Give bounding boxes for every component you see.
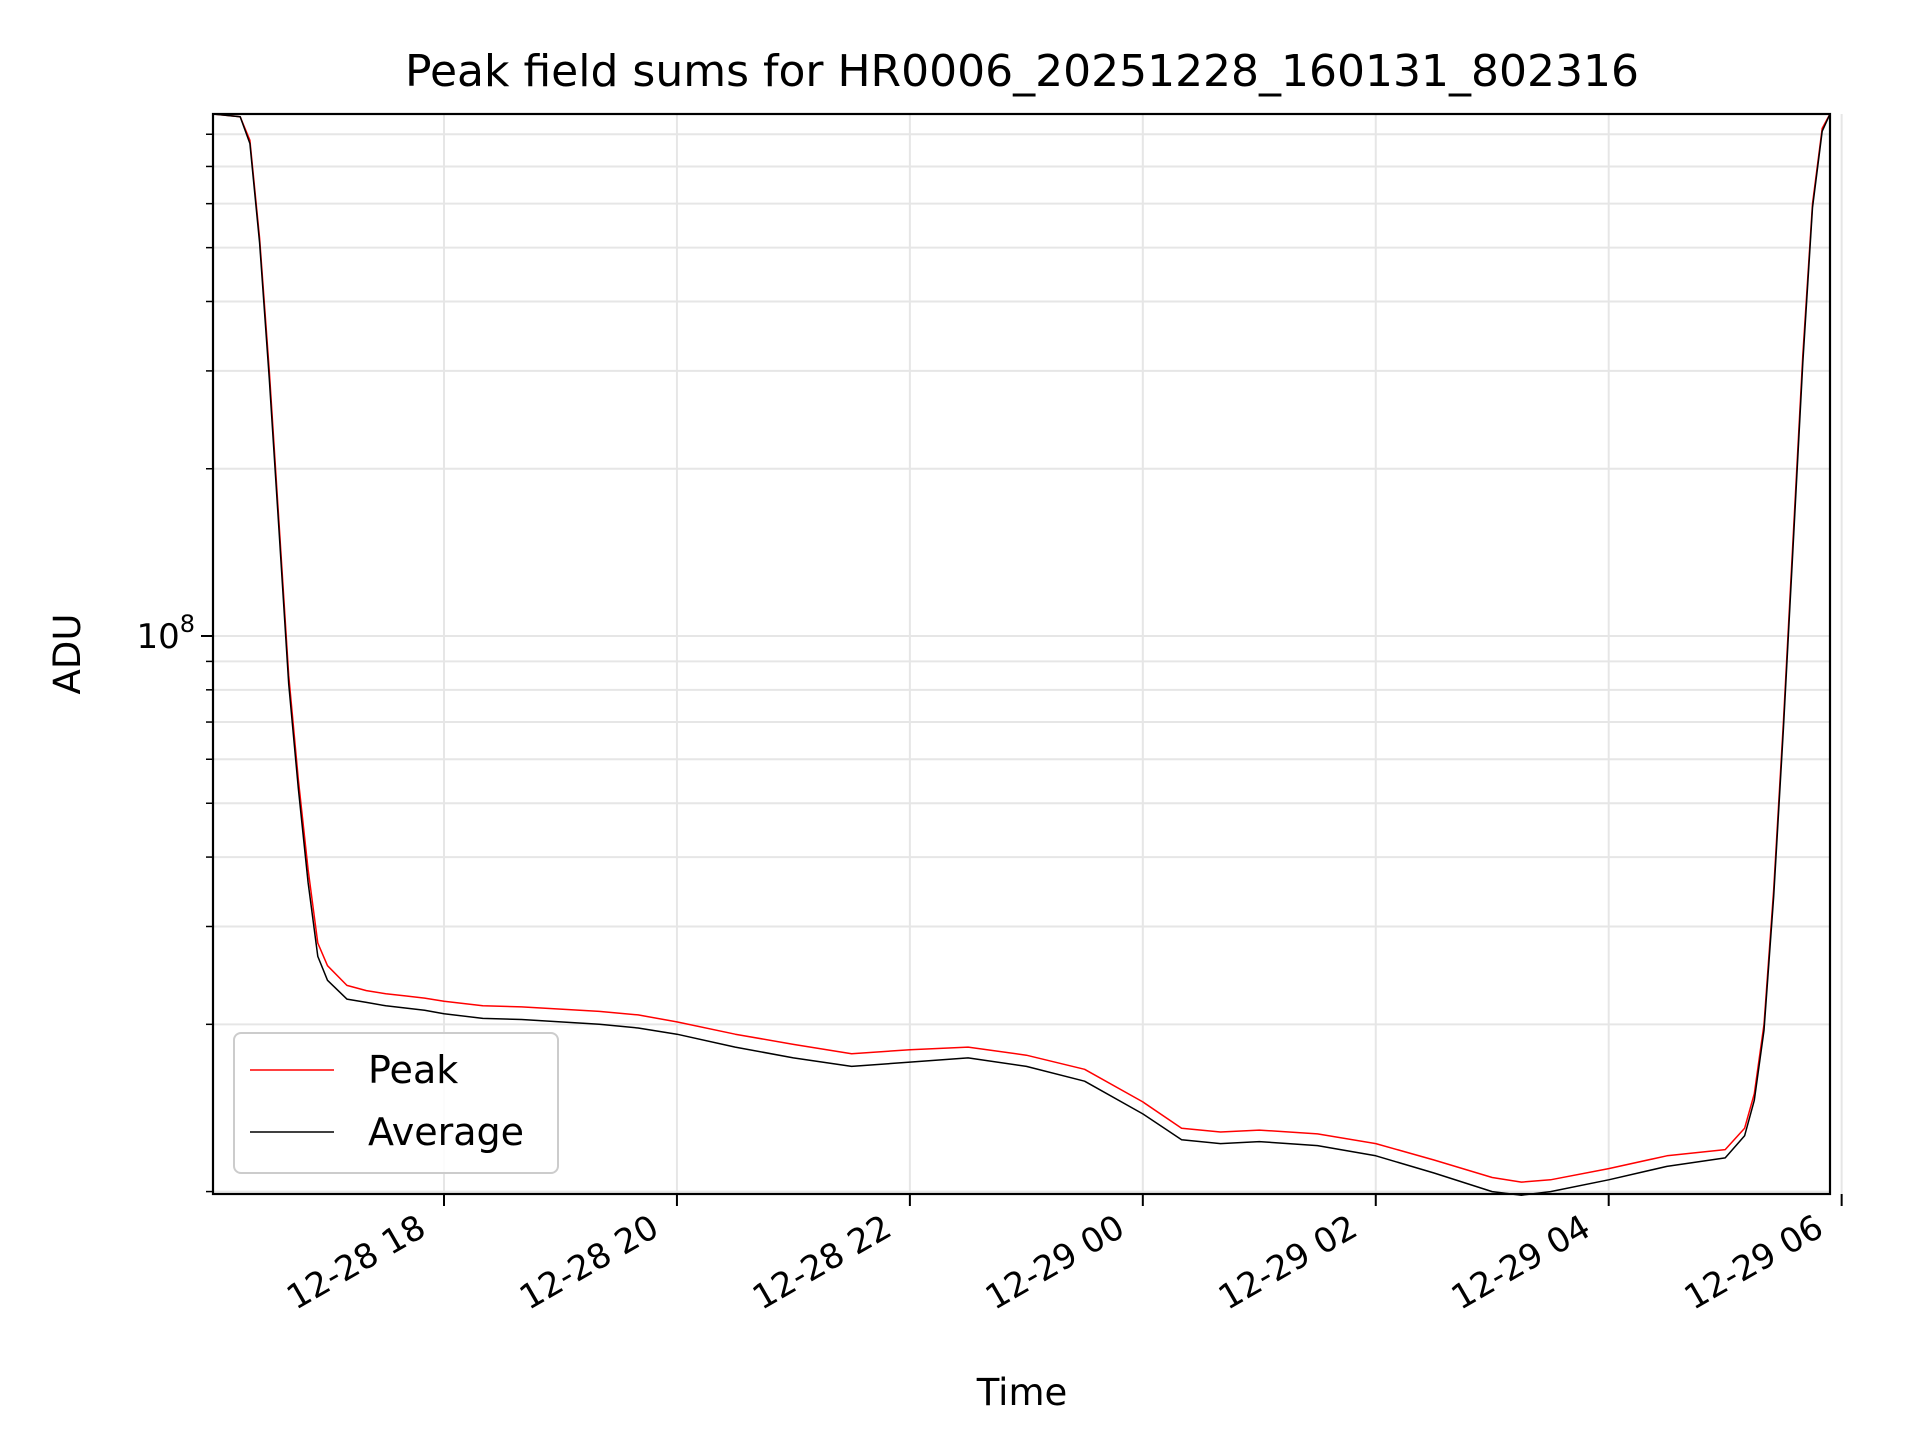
legend-label-average: Average <box>368 1110 524 1154</box>
y-tick-label-exponent: 8 <box>180 610 195 638</box>
grid <box>213 114 1843 1194</box>
plot-area <box>212 113 1831 1196</box>
series-line-peak <box>212 113 1831 1183</box>
y-axis-label: ADU <box>46 614 89 695</box>
legend-label-peak: Peak <box>368 1048 458 1092</box>
axes-frame <box>211 112 1832 1196</box>
y-tick-label-base: 10 <box>136 617 179 657</box>
legend: Peak Average <box>233 1032 559 1174</box>
y-tick-label: 108 <box>136 610 195 657</box>
series-line-average <box>212 113 1831 1196</box>
legend-box <box>233 1032 559 1174</box>
y-axis: 108 <box>136 133 213 1193</box>
chart-title: Peak field sums for HR0006_20251228_1601… <box>405 46 1639 97</box>
x-axis-label: Time <box>976 1371 1068 1414</box>
